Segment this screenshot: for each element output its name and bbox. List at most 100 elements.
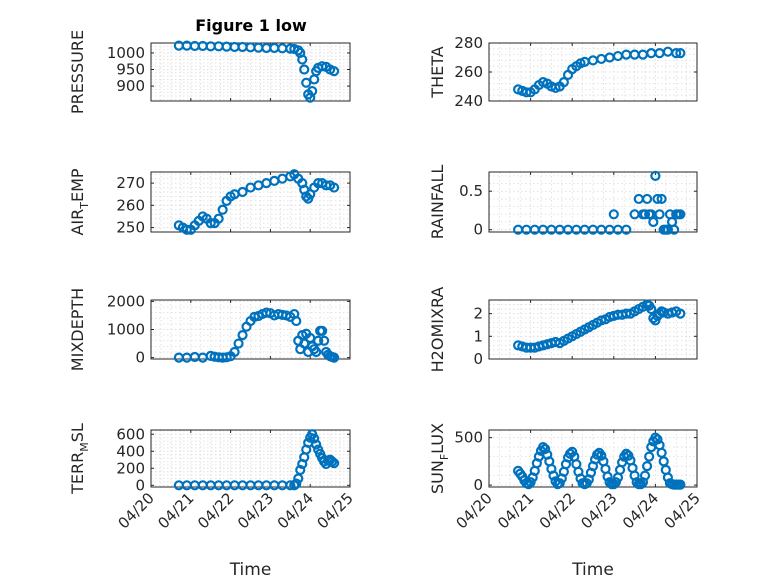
data-point (328, 458, 340, 469)
y-tick-label: 0 (473, 350, 483, 368)
data-point (635, 479, 646, 490)
data-point (313, 335, 324, 346)
data-point (217, 204, 228, 215)
y-tick-label: 2000 (107, 292, 145, 310)
data-point (328, 66, 340, 77)
data-point (650, 170, 661, 181)
data-point (328, 352, 340, 363)
y-axis-label: SUNFLUX (428, 423, 451, 494)
data-point (648, 216, 659, 228)
x-axis-label: Time (229, 560, 272, 580)
subplot-rainfall: 0 0.5 RAINFALL (428, 165, 698, 239)
data-point (540, 443, 551, 455)
data-point (317, 61, 328, 72)
subplot-theta: 240 260 280 THETA (428, 34, 698, 110)
data-point (646, 303, 657, 315)
data-point (639, 470, 651, 481)
data-point (291, 315, 302, 327)
data-point (233, 338, 244, 349)
data-point (596, 450, 607, 461)
data-point (285, 480, 296, 491)
y-axis-label: AIRTEMP (68, 168, 91, 235)
data-point (644, 451, 655, 462)
data-point (326, 456, 338, 467)
y-tick-label: 0 (473, 221, 483, 239)
y-tick-label: 500 (454, 429, 483, 447)
data-point (328, 182, 340, 193)
data-point (237, 330, 248, 341)
data-point (652, 193, 663, 205)
y-axis-label: TERRMSL (68, 423, 91, 495)
data-point (307, 85, 318, 97)
data-point (592, 449, 603, 460)
subplot-mixdepth: 0 1000 2000 MIXDEPTH (68, 288, 351, 371)
data-point (654, 209, 665, 220)
data-point (291, 478, 302, 489)
data-point (299, 64, 310, 75)
y-tick-label: 1000 (107, 321, 145, 339)
data-point (610, 477, 621, 488)
data-point (602, 471, 613, 482)
figure-title: Figure 1 low (195, 16, 307, 35)
data-point (639, 209, 651, 220)
data-point (608, 209, 619, 220)
y-tick-label: 950 (116, 61, 145, 79)
subplot-air-temp: 250 260 270 AIRTEMP (68, 168, 351, 237)
data-point (317, 325, 328, 337)
data-point (319, 335, 330, 346)
y-tick-label: 1000 (107, 44, 145, 62)
data-point (311, 439, 322, 450)
data-point (301, 77, 312, 88)
data-point (548, 470, 559, 481)
data-point (558, 77, 569, 88)
data-point (297, 54, 308, 65)
y-tick-label: 0 (135, 349, 145, 367)
data-point (567, 446, 578, 457)
y-tick-label: 0 (473, 476, 483, 494)
subplot-h2omixra: 0 1 2 H2OMIXRA (428, 287, 698, 372)
data-point (675, 48, 686, 59)
y-tick-label: 260 (454, 63, 483, 81)
data-point (181, 224, 192, 235)
y-tick-label: 270 (116, 174, 145, 192)
axes-frame (488, 171, 698, 233)
data-point (295, 464, 306, 476)
data-point (623, 450, 634, 461)
data-point (309, 433, 320, 444)
axes-frame (150, 171, 351, 233)
data-point (237, 186, 248, 198)
axes-frame (488, 429, 698, 488)
data-point (229, 346, 240, 358)
data-point (641, 193, 653, 205)
axes-frame (150, 429, 351, 488)
data-point (641, 461, 653, 472)
y-tick-label: 200 (116, 459, 145, 477)
data-point (675, 479, 686, 490)
x-axis-label: Time (571, 560, 614, 580)
data-point (621, 224, 632, 235)
data-point (675, 209, 686, 220)
y-tick-label: 240 (454, 92, 483, 110)
data-point (669, 224, 680, 235)
y-tick-label: 260 (116, 196, 145, 214)
data-point (671, 48, 682, 59)
y-axis-label: PRESSURE (68, 30, 87, 114)
data-point (652, 434, 663, 445)
data-point (521, 87, 532, 98)
data-point (537, 442, 549, 453)
y-tick-label: 600 (116, 425, 145, 443)
data-point (205, 218, 216, 229)
y-tick-label: 900 (116, 77, 145, 95)
data-point (213, 213, 224, 224)
data-point (656, 193, 667, 205)
axes-frame (488, 299, 698, 360)
data-point (662, 224, 673, 235)
data-point (650, 432, 661, 443)
y-tick-label: 1 (473, 327, 483, 345)
y-tick-label: 400 (116, 442, 145, 460)
y-tick-label: 2 (473, 305, 483, 323)
y-axis-label: MIXDEPTH (68, 288, 87, 371)
data-point (311, 346, 322, 358)
